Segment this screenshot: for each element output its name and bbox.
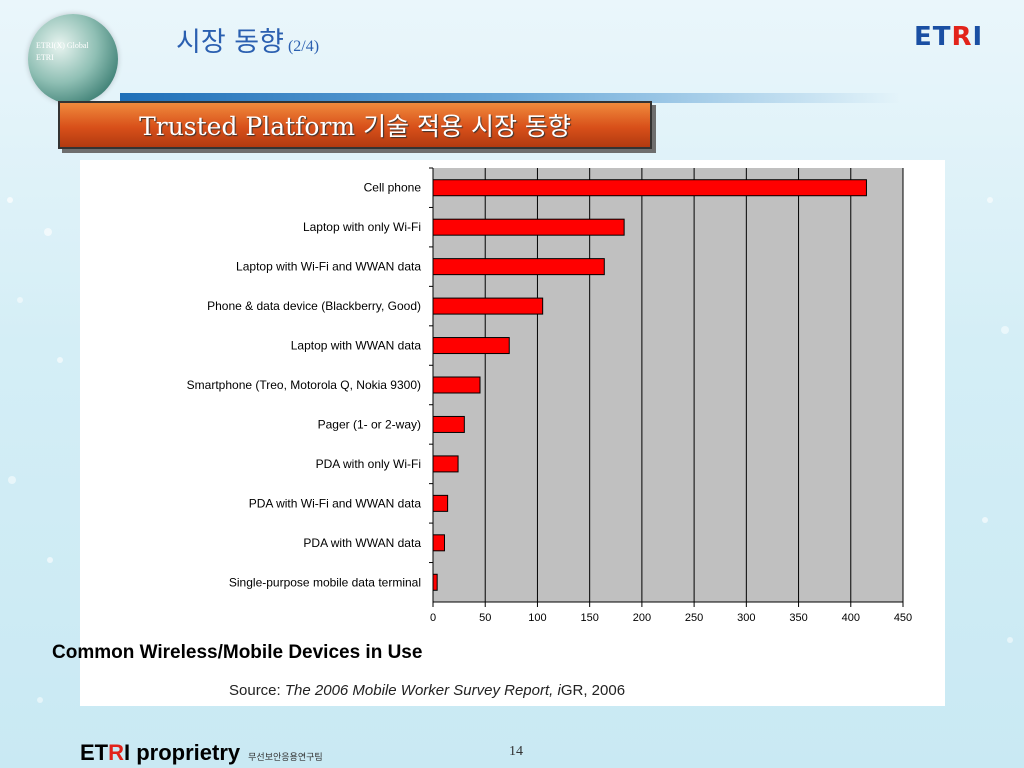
- page-title: 시장 동향 (2/4): [176, 20, 319, 59]
- bar: [432, 534, 445, 552]
- category-label: Smartphone (Treo, Motorola Q, Nokia 9300…: [187, 378, 421, 392]
- footer-proprietary: ETRI proprietry 무선보안응용연구팀: [80, 740, 323, 766]
- x-tick-label: 100: [528, 612, 546, 624]
- bar-chart: 0 50 100 150 200 250 300 350 400 450 Cell phone Lap…: [187, 167, 912, 624]
- category-label: Laptop with only Wi-Fi: [303, 220, 421, 234]
- category-label: Single-purpose mobile data terminal: [229, 575, 421, 589]
- category-label: PDA with Wi-Fi and WWAN data: [249, 496, 422, 510]
- category-label: Cell phone: [364, 181, 422, 195]
- globe-line-1: ETRI(X) Global: [36, 41, 89, 50]
- bar: [432, 258, 605, 276]
- category-label: PDA with only Wi-Fi: [316, 457, 421, 471]
- bar: [432, 455, 459, 473]
- bar: [432, 337, 510, 355]
- x-tick-label: 250: [685, 612, 703, 624]
- globe-logo-text: ETRI(X) Global ETRI: [36, 40, 89, 64]
- category-label: Laptop with Wi-Fi and WWAN data: [236, 260, 421, 274]
- plot-area: [433, 168, 903, 602]
- section-banner: Trusted Platform 기술 적용 시장 동향: [58, 101, 652, 149]
- bar: [432, 573, 438, 591]
- section-banner-text: Trusted Platform 기술 적용 시장 동향: [139, 112, 571, 141]
- source-citation: Source: The 2006 Mobile Worker Survey Re…: [229, 682, 625, 699]
- x-tick-label: 0: [430, 612, 436, 624]
- x-tick-label: 50: [479, 612, 491, 624]
- page-title-text: 시장 동향: [176, 27, 284, 58]
- x-tick-label: 150: [580, 612, 598, 624]
- chart-panel: 0 50 100 150 200 250 300 350 400 450 Cell phone Lap…: [80, 160, 945, 706]
- category-label: PDA with WWAN data: [303, 536, 421, 550]
- etri-logo: ETRI: [914, 22, 983, 52]
- bar: [432, 218, 625, 236]
- bar: [432, 415, 465, 433]
- source-title: The 2006 Mobile Worker Survey Report,: [284, 682, 558, 699]
- x-tick-label: 200: [633, 612, 651, 624]
- x-tick-label: 300: [737, 612, 755, 624]
- footer-et: ET: [80, 740, 109, 765]
- category-label: Pager (1- or 2-way): [318, 417, 421, 431]
- bar: [432, 179, 867, 197]
- chart-caption: Common Wireless/Mobile Devices in Use: [52, 642, 423, 663]
- x-tick-label: 400: [842, 612, 860, 624]
- x-tick-label: 450: [894, 612, 912, 624]
- page-title-suffix: (2/4): [287, 38, 320, 55]
- x-tick-label: 350: [789, 612, 807, 624]
- logo-prefix: ET: [914, 22, 952, 52]
- footer-r: R: [108, 740, 125, 765]
- globe-logo: ETRI(X) Global ETRI: [28, 14, 118, 104]
- bar: [432, 376, 481, 394]
- category-label: Phone & data device (Blackberry, Good): [207, 299, 421, 313]
- logo-accent: R: [951, 22, 973, 52]
- header-divider: [120, 93, 900, 103]
- footer-team: 무선보안응용연구팀: [248, 753, 323, 763]
- page-number: 14: [509, 744, 523, 759]
- source-prefix: Source:: [229, 682, 285, 699]
- source-brand-i: i: [557, 682, 561, 699]
- globe-line-2: ETRI: [36, 53, 54, 62]
- footer-i-proprietary: I proprietry: [124, 740, 241, 765]
- source-brand-rest: GR, 2006: [560, 682, 626, 699]
- bar: [432, 494, 449, 512]
- bar: [432, 297, 544, 315]
- category-label: Laptop with WWAN data: [291, 339, 422, 353]
- logo-suffix: I: [972, 22, 984, 52]
